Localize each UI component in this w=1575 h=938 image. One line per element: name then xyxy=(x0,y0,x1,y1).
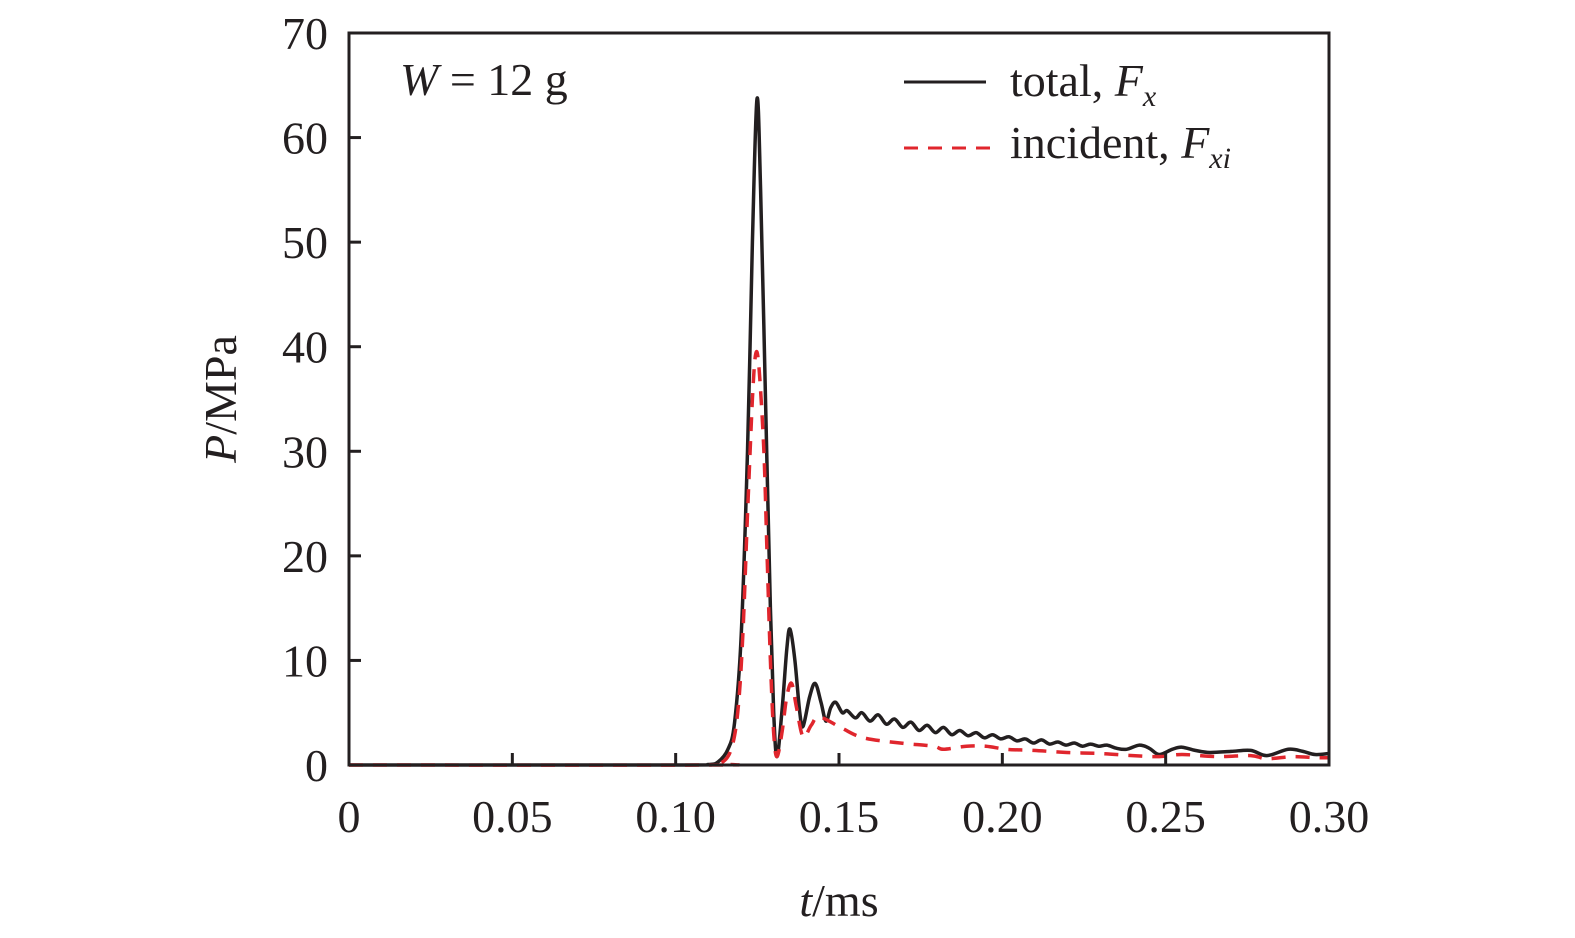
x-tick-label: 0.10 xyxy=(635,791,716,842)
legend: total, Fx incident, Fxi xyxy=(904,55,1231,175)
y-axis-var: P xyxy=(195,435,246,464)
series-layer xyxy=(348,96,1330,767)
annotation-label: W = 12 g xyxy=(400,54,568,105)
y-tick-label: 0 xyxy=(305,740,328,791)
legend-label-incident: incident, Fxi xyxy=(1010,117,1231,175)
x-tick-label: 0.30 xyxy=(1289,791,1370,842)
x-tick-label: 0 xyxy=(338,791,361,842)
y-tick-label: 60 xyxy=(282,113,328,164)
legend-incident-text: incident, xyxy=(1010,117,1181,168)
x-tick-label: 0.20 xyxy=(962,791,1043,842)
x-tick-label: 0.05 xyxy=(472,791,553,842)
legend-label-total: total, Fx xyxy=(1010,55,1157,113)
annotation-var: W xyxy=(400,54,442,105)
x-tick-label: 0.25 xyxy=(1125,791,1206,842)
legend-incident-sub: xi xyxy=(1208,142,1231,175)
x-axis-label: t/ms xyxy=(799,875,878,926)
ticks-layer: 0 0.05 0.10 0.15 0.20 0.25 0.30 0 10 20 30 40 50 60 70 xyxy=(282,8,1369,842)
legend-total-text: total, xyxy=(1010,55,1115,106)
y-tick-label: 70 xyxy=(282,8,328,59)
y-tick-label: 30 xyxy=(282,426,328,477)
y-tick-label: 10 xyxy=(282,635,328,686)
x-axis-var: t xyxy=(799,875,813,926)
series-line-total xyxy=(348,96,1330,767)
y-tick-label: 20 xyxy=(282,531,328,582)
y-axis-unit: /MPa xyxy=(195,335,246,435)
legend-incident-var: F xyxy=(1180,117,1210,168)
y-axis-label: P/MPa xyxy=(195,335,246,464)
series-line-incident xyxy=(348,349,1330,767)
legend-total-var: F xyxy=(1114,55,1144,106)
legend-total-sub: x xyxy=(1142,80,1157,113)
annotation-rest: = 12 g xyxy=(438,54,567,105)
y-tick-label: 40 xyxy=(282,322,328,373)
y-tick-label: 50 xyxy=(282,217,328,268)
x-tick-label: 0.15 xyxy=(799,791,880,842)
plot-frame xyxy=(347,31,1331,767)
x-axis-unit: /ms xyxy=(812,875,878,926)
